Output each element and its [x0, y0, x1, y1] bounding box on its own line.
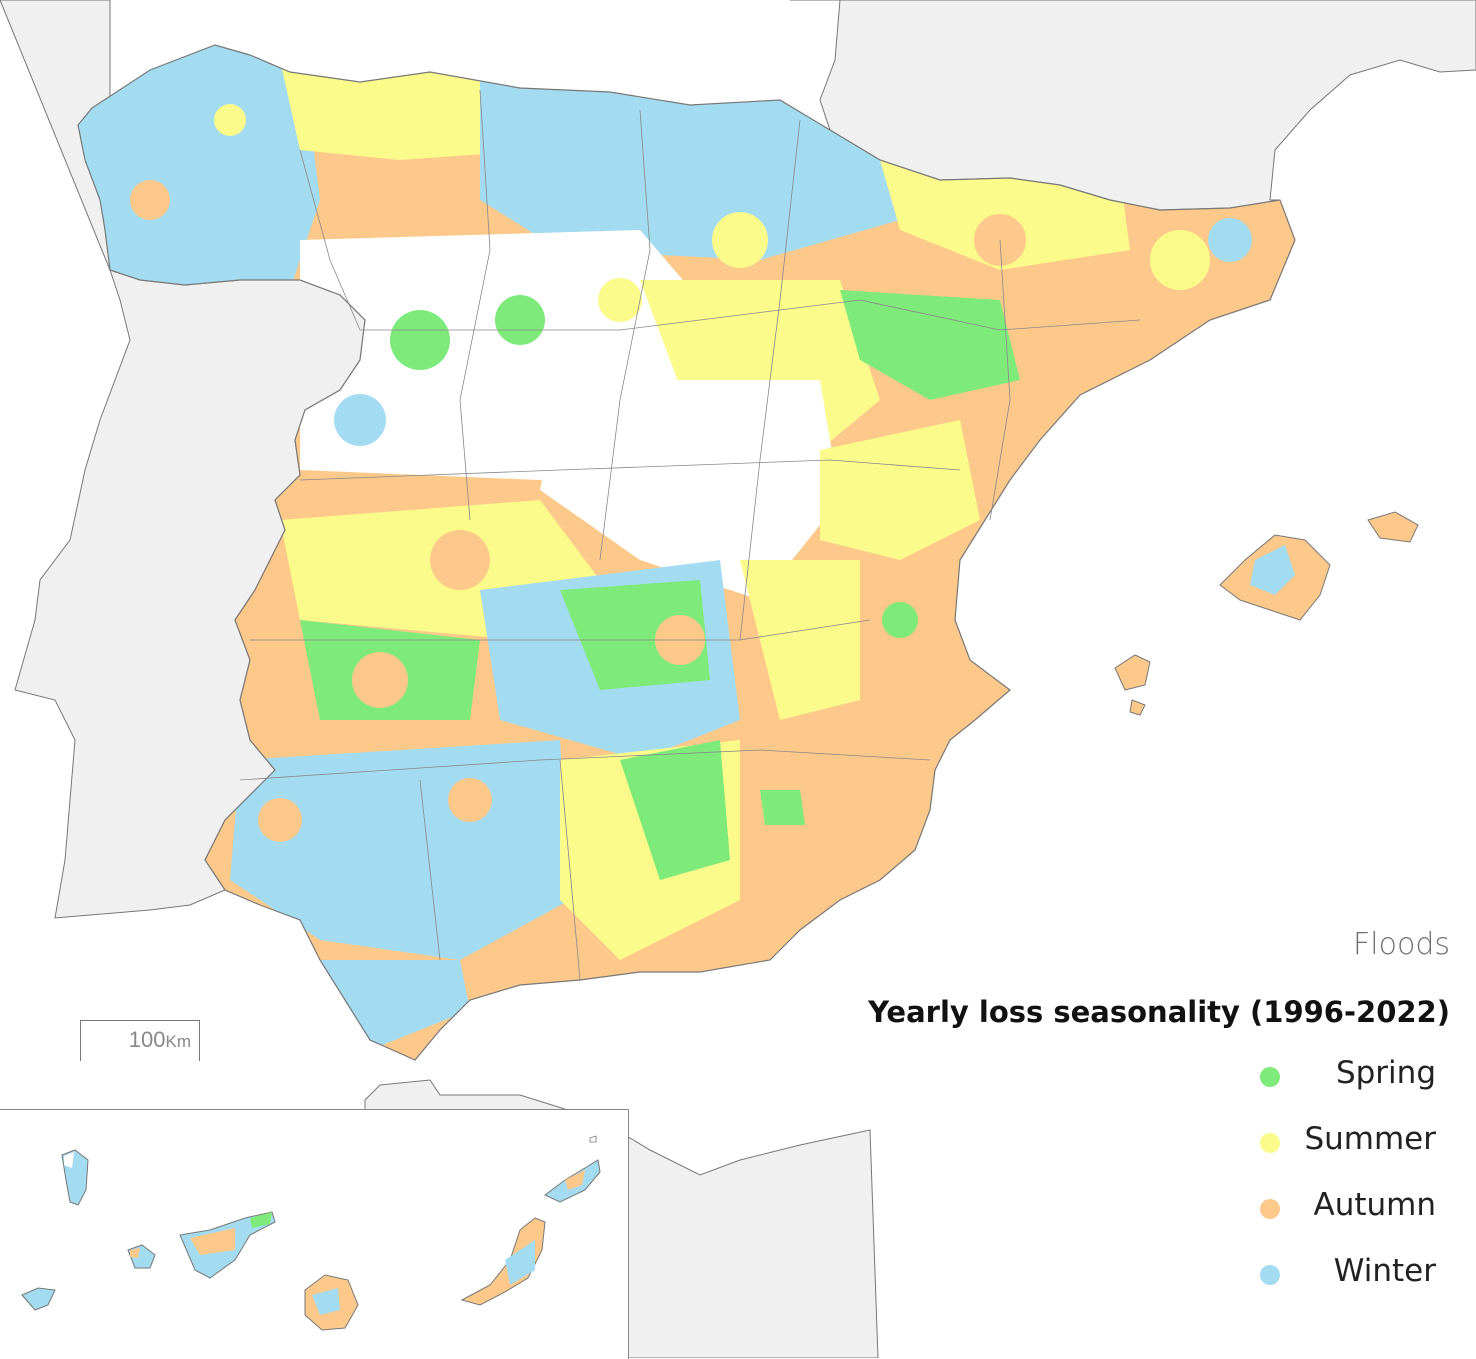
el-hierro: [21, 1287, 56, 1311]
balearic-islands: [1114, 511, 1419, 716]
legend-items: Spring Summer Autumn Winter: [878, 1055, 1450, 1319]
autumn-swatch: [1260, 1199, 1280, 1219]
legend-item-summer: Summer: [878, 1121, 1450, 1187]
legend-label: Spring: [1335, 1055, 1436, 1091]
ibiza: [1114, 654, 1151, 691]
legend: Floods Yearly loss seasonality (1996-202…: [868, 915, 1450, 1299]
scale-label: 100Km: [128, 1027, 191, 1052]
scale-bar: 100Km: [80, 1020, 200, 1061]
legend-label: Winter: [1333, 1253, 1436, 1289]
winter-swatch: [1260, 1265, 1280, 1285]
fuerteventura: [460, 1217, 546, 1306]
legend-item-spring: Spring: [878, 1055, 1450, 1121]
province-borders: [239, 89, 1141, 981]
spring-swatch: [1260, 1067, 1280, 1087]
summer-swatch: [1260, 1133, 1280, 1153]
legend-item-winter: Winter: [878, 1253, 1450, 1319]
canary-islands-inset: [0, 1109, 629, 1359]
legend-item-autumn: Autumn: [878, 1187, 1450, 1253]
spain-outline: [77, 44, 1296, 1061]
legend-title: Yearly loss seasonality (1996-2022): [868, 995, 1450, 1029]
legend-subtitle: Floods: [1353, 927, 1450, 962]
legend-label: Summer: [1304, 1121, 1436, 1157]
menorca: [1367, 511, 1419, 543]
legend-label: Autumn: [1313, 1187, 1436, 1223]
